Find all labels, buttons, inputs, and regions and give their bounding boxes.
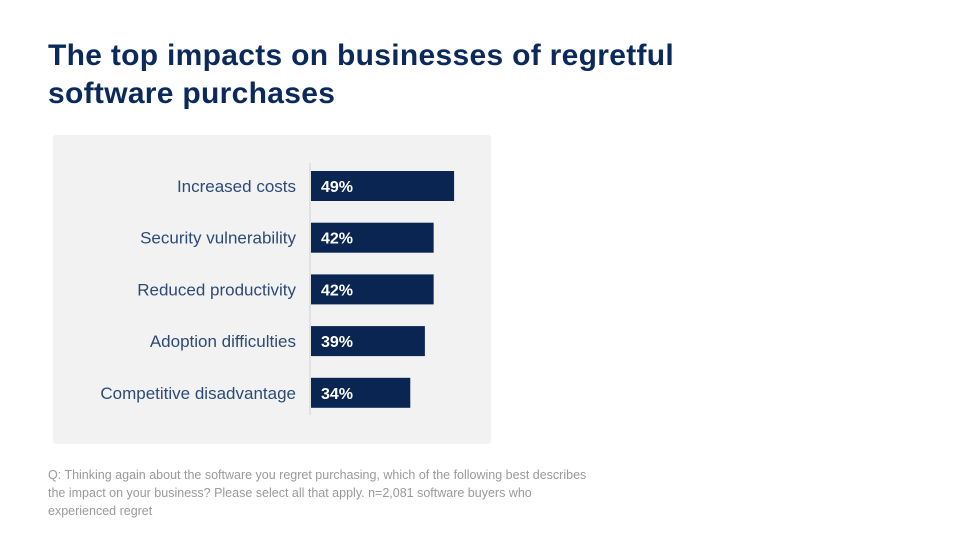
bar <box>311 274 434 305</box>
bar <box>311 377 411 408</box>
slide-title: The top impacts on businesses of regretf… <box>48 39 675 110</box>
chart-panel: Increased costs 49% Security vulnerability… <box>53 135 491 444</box>
data-label: 34% <box>321 386 353 403</box>
bar <box>311 171 455 201</box>
category-label: Security vulnerability <box>140 229 296 248</box>
data-label: 49% <box>321 179 353 196</box>
data-label: 42% <box>321 282 353 299</box>
category-label: Reduced productivity <box>137 280 296 299</box>
category-label: Adoption difficulties <box>150 332 296 351</box>
bar <box>311 326 425 357</box>
data-label: 42% <box>321 231 353 248</box>
category-label: Competitive disadvantage <box>100 384 296 403</box>
footnote: Q: Thinking again about the software you… <box>48 468 587 518</box>
data-label: 39% <box>321 334 353 351</box>
bar-chart: Increased costs 49% Security vulnerability… <box>100 163 455 415</box>
category-label: Increased costs <box>177 177 296 196</box>
bar <box>311 222 434 253</box>
